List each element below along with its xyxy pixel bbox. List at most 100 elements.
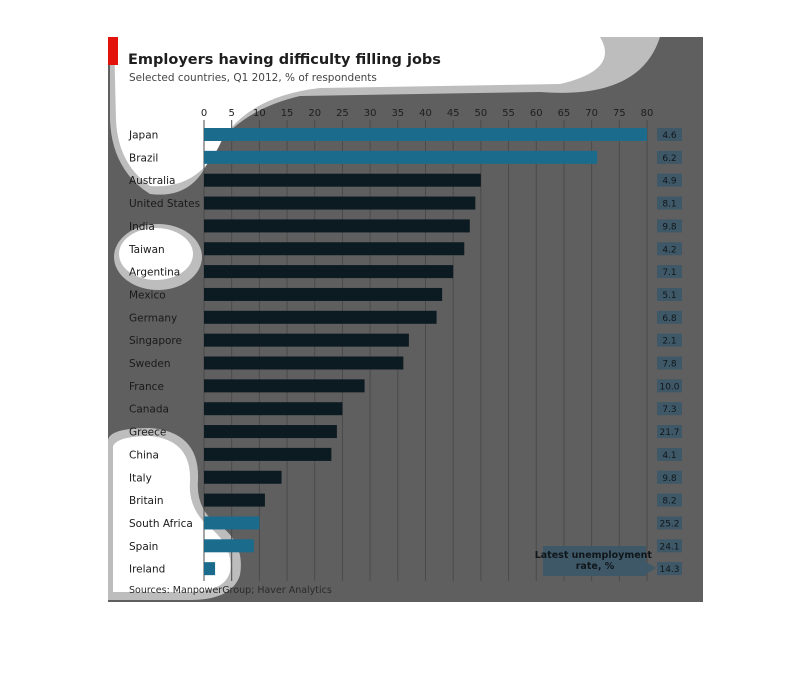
unemployment-badges: 4.6 6.2 4.9 8.1 9.8 4.2 7.1 5.1 6.8 2.1 7.8 10.0 7.3… — [657, 128, 682, 576]
unemployment-callout-box — [543, 546, 646, 576]
bar — [204, 173, 481, 187]
category-label: Taiwan — [128, 244, 165, 256]
unemployment-value: 4.1 — [662, 451, 676, 461]
unemployment-value: 8.2 — [662, 497, 676, 507]
bar — [204, 493, 265, 507]
x-tick-label: 70 — [585, 108, 598, 119]
category-label: South Africa — [129, 518, 193, 530]
x-tick-label: 55 — [502, 108, 515, 119]
category-labels: Japan Brazil Australia United States India Ta… — [128, 130, 200, 576]
category-label: Singapore — [129, 335, 182, 347]
x-tick-label: 75 — [613, 108, 626, 119]
unemployment-badge — [657, 402, 682, 416]
x-tick-label: 35 — [391, 108, 404, 119]
bar — [204, 425, 337, 439]
x-tick-label: 50 — [475, 108, 488, 119]
category-label: India — [129, 221, 155, 233]
highlight-taiwan — [119, 228, 193, 280]
unemployment-badge — [657, 470, 682, 484]
unemployment-callout-label: Latest unemployment rate, % — [535, 550, 656, 572]
x-tick-label: 60 — [530, 108, 543, 119]
bar — [204, 242, 465, 256]
bar — [204, 310, 437, 324]
category-label: Spain — [129, 541, 158, 553]
unemployment-badge — [657, 516, 682, 530]
x-axis-ticks: 0 5 10 15 20 25 30 35 40 45 50 55 60 65 70 75 80 — [201, 108, 654, 119]
unemployment-badge — [657, 562, 682, 576]
category-label: Sweden — [129, 358, 171, 370]
bars — [204, 128, 647, 576]
x-tick-label: 5 — [229, 108, 235, 119]
unemployment-badge — [657, 493, 682, 507]
category-label: France — [129, 381, 164, 393]
bar — [204, 539, 254, 553]
unemployment-badge — [657, 333, 682, 347]
unemployment-value: 7.3 — [662, 405, 676, 415]
x-tick-label: 0 — [201, 108, 207, 119]
unemployment-value: 7.1 — [662, 268, 676, 278]
x-tick-label: 20 — [308, 108, 321, 119]
category-label: United States — [129, 198, 200, 210]
unemployment-callout-line-1: Latest unemployment — [535, 550, 653, 561]
unemployment-value: 10.0 — [659, 382, 679, 392]
category-label: Italy — [129, 472, 152, 484]
unemployment-value: 6.2 — [662, 154, 676, 164]
x-tick-label: 10 — [253, 108, 266, 119]
category-label: Mexico — [129, 289, 166, 301]
unemployment-badge — [657, 425, 682, 439]
unemployment-value: 4.9 — [662, 177, 677, 187]
chart-source: Sources: ManpowerGroup; Haver Analytics — [129, 585, 332, 596]
category-label: Argentina — [129, 267, 180, 279]
bar — [204, 196, 476, 210]
unemployment-badge — [657, 447, 682, 461]
unemployment-callout-line-2: rate, % — [576, 561, 615, 572]
category-label: Canada — [129, 404, 169, 416]
highlight-blob — [114, 37, 605, 187]
category-label: Japan — [128, 130, 158, 142]
x-tick-label: 65 — [558, 108, 571, 119]
bar — [204, 265, 454, 279]
category-label: Brazil — [129, 152, 158, 164]
unemployment-value: 6.8 — [662, 314, 677, 324]
bar — [204, 128, 647, 141]
unemployment-badge — [657, 150, 682, 164]
accent-mark — [108, 37, 118, 65]
unemployment-value: 9.8 — [662, 222, 677, 232]
unemployment-value: 9.8 — [662, 474, 677, 484]
unemployment-value: 5.1 — [662, 291, 676, 301]
bar — [204, 562, 216, 576]
unemployment-badge — [657, 356, 682, 370]
chart-title: Employers having difficulty filling jobs — [128, 52, 441, 68]
unemployment-badge — [657, 287, 682, 301]
category-label: Britain — [129, 495, 164, 507]
x-tick-label: 80 — [641, 108, 654, 119]
x-tick-label: 15 — [281, 108, 294, 119]
unemployment-badge — [657, 539, 682, 553]
category-label: Australia — [129, 175, 175, 187]
bar — [204, 356, 404, 370]
bar — [204, 150, 598, 164]
unemployment-value: 21.7 — [659, 428, 679, 438]
unemployment-badge — [657, 173, 682, 187]
x-tick-label: 25 — [336, 108, 349, 119]
unemployment-value: 4.6 — [662, 131, 677, 141]
bar — [204, 516, 260, 530]
bar — [204, 333, 409, 347]
unemployment-badge — [657, 128, 682, 141]
chart-subtitle: Selected countries, Q1 2012, % of respon… — [129, 72, 377, 84]
bar — [204, 379, 365, 393]
unemployment-badge — [657, 265, 682, 279]
unemployment-value: 2.1 — [662, 337, 676, 347]
category-label: Ireland — [129, 564, 165, 576]
unemployment-value: 24.1 — [659, 542, 679, 552]
unemployment-value: 14.3 — [659, 565, 679, 575]
unemployment-badge — [657, 219, 682, 233]
x-tick-label: 45 — [447, 108, 460, 119]
unemployment-badge — [657, 379, 682, 393]
unemployment-badge — [657, 310, 682, 324]
category-label: China — [129, 449, 159, 461]
bar — [204, 470, 282, 484]
highlight-bottom — [113, 436, 231, 592]
category-label: Germany — [129, 312, 177, 324]
